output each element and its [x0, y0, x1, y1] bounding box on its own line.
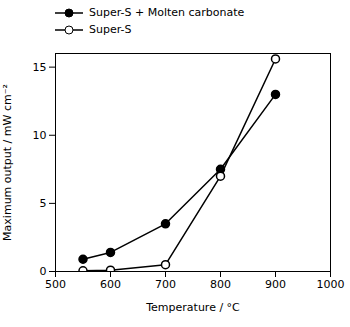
svg-text:700: 700: [155, 278, 176, 291]
svg-text:Maximum output / mW cm⁻²: Maximum output / mW cm⁻²: [1, 84, 14, 241]
html-text:Super-S: Super-S: [89, 23, 132, 36]
svg-text:1000: 1000: [317, 278, 345, 291]
svg-text:5: 5: [40, 197, 47, 210]
svg-text:900: 900: [265, 278, 286, 291]
svg-text:600: 600: [100, 278, 121, 291]
svg-text:10: 10: [33, 129, 47, 142]
svg-text:Temperature / °C: Temperature / °C: [145, 301, 240, 314]
svg-text:800: 800: [210, 278, 231, 291]
svg-text:500: 500: [45, 278, 66, 291]
svg-text:0: 0: [40, 265, 47, 278]
html-text:Super-S + Molten carbonate: Super-S + Molten carbonate: [89, 6, 245, 19]
svg-text:15: 15: [33, 61, 47, 74]
